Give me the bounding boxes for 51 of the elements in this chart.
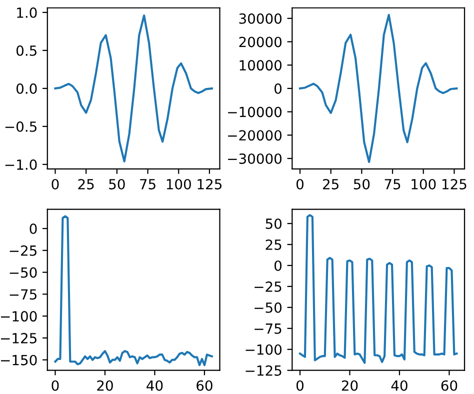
y-tick-label: −50 [254, 302, 282, 313]
y-tick-label: 0 [274, 83, 282, 94]
x-tick-label: 20 [97, 380, 113, 391]
line-series [298, 214, 458, 364]
x-tick-label: 100 [166, 178, 191, 190]
x-tick-label: 60 [196, 380, 212, 391]
x-tick-label: 0 [52, 178, 59, 190]
y-tick-label: −100 [1, 311, 37, 322]
x-tick-label: 75 [140, 179, 156, 190]
x-tick-label: 125 [442, 178, 466, 190]
y-tick-label: −25 [10, 245, 36, 256]
y-tick-label: −125 [1, 332, 36, 344]
x-tick-label: 25 [78, 178, 94, 190]
x-tick-label: 0 [296, 178, 304, 190]
y-tick-label: −25 [254, 281, 282, 292]
y-tick-label: 0.0 [16, 83, 37, 94]
y-tick-label: 1.0 [17, 7, 37, 18]
x-tick-label: 125 [198, 178, 222, 190]
y-tick-label: 10000 [240, 60, 282, 71]
y-tick-label: −30000 [228, 153, 282, 164]
line-series [298, 14, 458, 164]
x-tick-label: 25 [323, 178, 338, 190]
y-tick-label: 50 [266, 218, 282, 229]
x-tick-label: 50 [109, 178, 125, 190]
line-series [54, 215, 213, 366]
x-tick-label: 0 [52, 380, 59, 391]
y-tick-label: −0.5 [5, 121, 36, 132]
y-tick-label: −50 [10, 267, 37, 278]
x-tick-label: 50 [354, 178, 370, 190]
y-tick-label: 0.5 [16, 45, 36, 56]
x-tick-label: 20 [342, 380, 358, 391]
line-series [54, 14, 213, 162]
y-tick-label: −75 [254, 324, 282, 334]
x-tick-label: 60 [441, 380, 458, 391]
x-tick-label: 100 [412, 178, 436, 190]
y-tick-label: −150 [1, 354, 37, 366]
y-tick-label: −1.0 [5, 159, 37, 170]
x-tick-label: 40 [146, 380, 163, 391]
x-tick-label: 75 [384, 179, 400, 190]
y-tick-label: 20000 [239, 36, 282, 48]
y-tick-label: 0 [30, 223, 37, 234]
y-tick-label: −10000 [228, 106, 282, 118]
x-tick-label: 0 [296, 380, 304, 391]
y-tick-label: −100 [246, 344, 282, 355]
y-tick-label: 25 [266, 239, 282, 250]
y-tick-label: 0 [274, 260, 282, 271]
x-tick-label: 40 [391, 380, 408, 391]
y-tick-label: −125 [246, 365, 282, 376]
y-tick-label: 30000 [239, 13, 282, 24]
y-tick-label: −20000 [228, 130, 282, 141]
y-tick-label: −75 [10, 289, 36, 300]
